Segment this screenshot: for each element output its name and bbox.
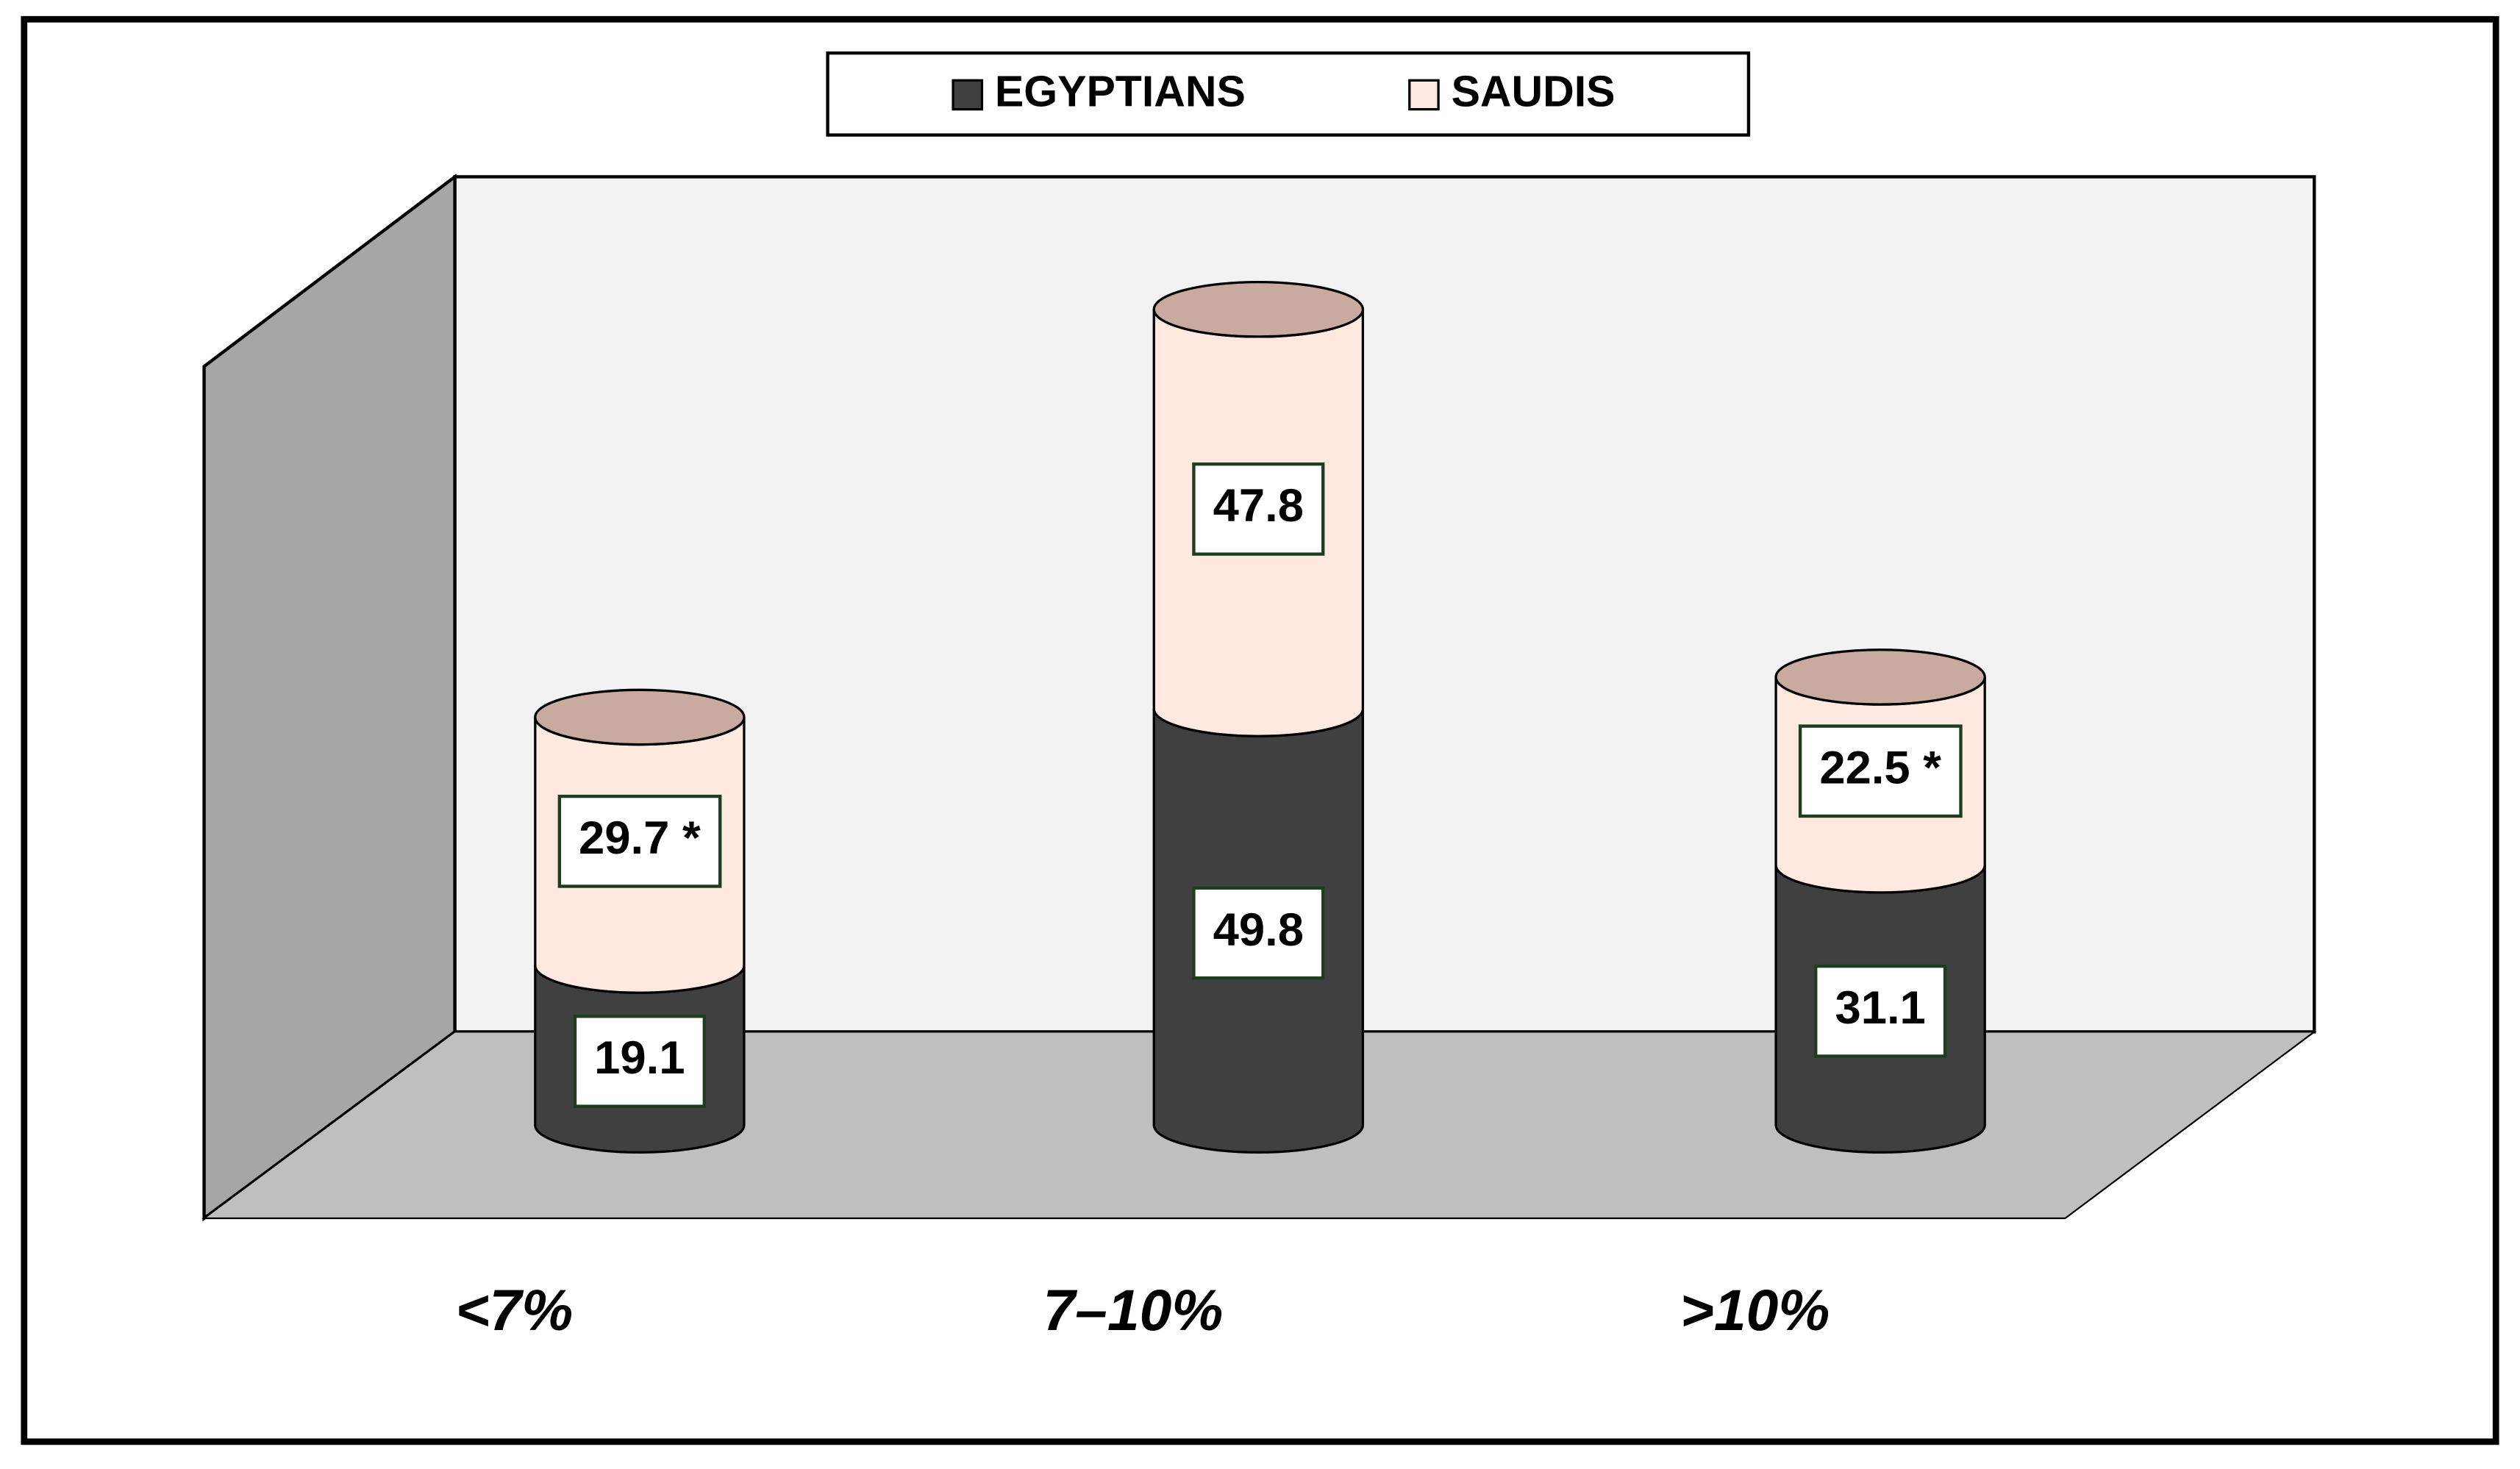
data-label-box bbox=[1192, 886, 1325, 980]
data-label-box bbox=[1192, 462, 1325, 556]
x-tick-label: <7% bbox=[456, 1278, 574, 1343]
bar-top bbox=[1774, 648, 1986, 706]
x-tick-label: >10% bbox=[1680, 1278, 1830, 1343]
x-tick-label: 7–10% bbox=[1043, 1278, 1223, 1343]
legend-label: SAUDIS bbox=[1452, 68, 1616, 116]
data-label: 47.8 bbox=[1213, 480, 1304, 532]
legend-swatch bbox=[1408, 79, 1440, 111]
data-label-box bbox=[573, 1015, 706, 1108]
legend-swatch bbox=[952, 79, 984, 111]
bar-top bbox=[534, 688, 746, 746]
data-label-box bbox=[1798, 724, 1963, 818]
data-label: 19.1 bbox=[594, 1032, 685, 1084]
data-label-box bbox=[1814, 964, 1947, 1058]
data-label: 49.8 bbox=[1213, 904, 1304, 956]
data-label: 29.7 * bbox=[579, 812, 701, 864]
data-label-box bbox=[557, 794, 722, 888]
data-label: 22.5 * bbox=[1819, 743, 1941, 794]
legend-label: EGYPTIANS bbox=[995, 68, 1246, 116]
bar-top bbox=[1152, 280, 1365, 338]
data-label: 31.1 bbox=[1835, 982, 1925, 1034]
